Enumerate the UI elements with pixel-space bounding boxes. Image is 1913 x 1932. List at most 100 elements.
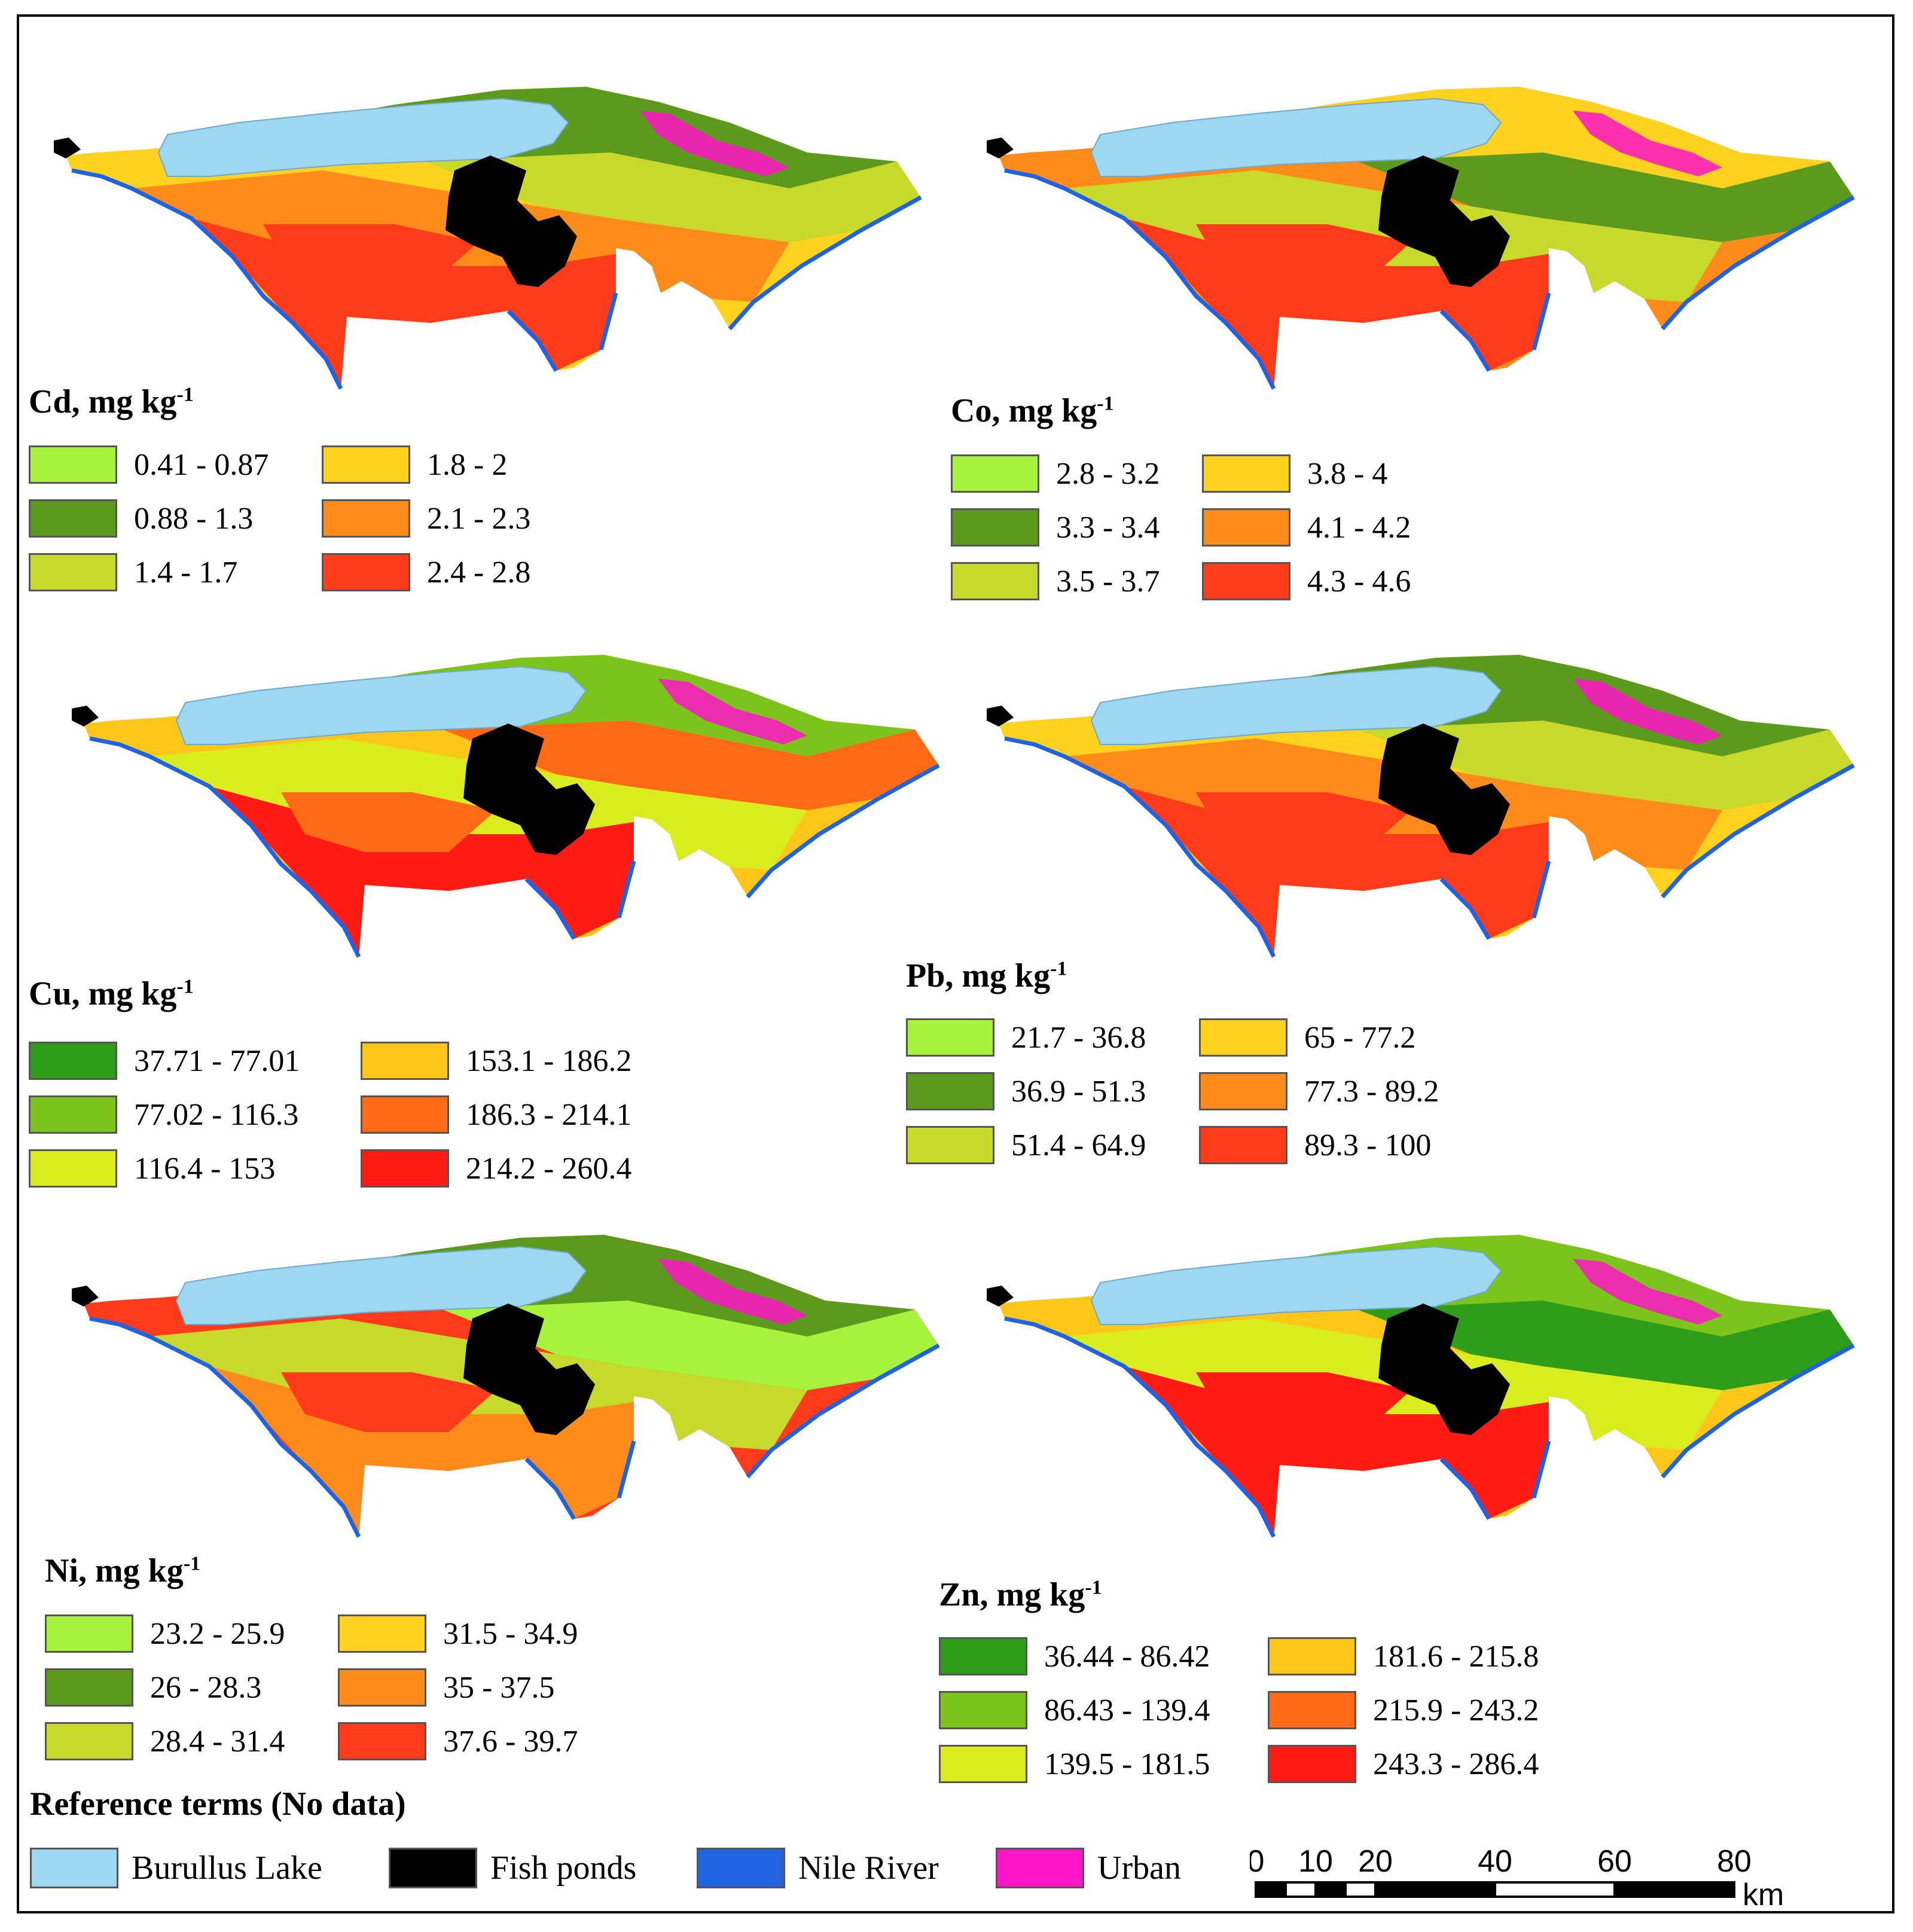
map-title-cu: Cu, mg kg-1 [29,975,194,1012]
map-urban-area [1573,1259,1722,1324]
legend-swatch [361,1095,449,1134]
legend-swatch [322,445,410,484]
legend-label: 86.43 - 139.4 [1044,1693,1210,1727]
legend-label: 4.3 - 4.6 [1307,564,1411,599]
legend-swatch [29,445,117,484]
reference-swatch [697,1848,785,1888]
map-zone-c [443,1301,939,1390]
map-fish-ponds [463,724,595,855]
legend-label: 26 - 28.3 [150,1670,262,1705]
legend-swatch [338,1614,426,1653]
legend-label: 35 - 37.5 [443,1670,555,1705]
map-title-co: Co, mg kg-1 [951,392,1114,429]
legend-label: 1.8 - 2 [427,447,508,482]
legend-label: 37.6 - 39.7 [443,1724,578,1759]
legend-swatch [1268,1637,1356,1675]
map-zone-f [1196,224,1411,284]
legend-item: 2.4 - 2.8 [322,553,530,591]
legend-swatch [906,1018,994,1057]
legend-item: 77.3 - 89.2 [1199,1072,1439,1110]
map-co [987,87,1855,390]
map-burullus-lake [157,97,569,177]
legend-label: 23.2 - 25.9 [150,1616,285,1651]
reference-label: Nile River [798,1849,939,1887]
legend-swatch [1268,1745,1356,1783]
legend-swatch [1202,562,1290,600]
legend-label: 1.4 - 1.7 [134,555,238,590]
legend-item: 153.1 - 186.2 [361,1042,631,1080]
legend-item: 36.44 - 86.42 [939,1637,1210,1675]
legend-swatch [322,553,410,591]
legend-swatch [45,1614,133,1653]
legend-item: 0.41 - 0.87 [29,445,269,484]
legend-swatch [1202,454,1290,493]
legend-label: 3.3 - 3.4 [1056,510,1160,545]
map-burullus-lake [1090,1246,1502,1325]
reference-swatch [389,1848,477,1888]
map-urban-area [658,1259,807,1324]
reference-swatch [30,1848,118,1888]
legend-swatch [1202,508,1290,547]
legend-item: 65 - 77.2 [1199,1018,1415,1057]
reference-item-burullus-lake: Burullus Lake [30,1848,322,1888]
map-urban-area [1573,111,1722,176]
legend-swatch [338,1668,426,1707]
legend-item: 28.4 - 31.4 [45,1722,285,1760]
legend-item: 1.4 - 1.7 [29,553,237,591]
legend-swatch [1199,1126,1287,1164]
reference-item-nile-river: Nile River [697,1848,939,1888]
legend-label: 2.1 - 2.3 [427,501,531,536]
map-zn-layers [987,1235,1855,1538]
legend-swatch [1199,1072,1287,1110]
legend-item: 37.6 - 39.7 [338,1722,578,1760]
map-fish-ponds [446,155,577,287]
map-fish-ponds [463,1304,595,1435]
map-burullus-lake [1090,97,1502,177]
legend-label: 36.44 - 86.42 [1044,1639,1210,1674]
map-zone-f [1196,1372,1411,1432]
map-zone-c [443,721,939,810]
legend-label: 65 - 77.2 [1304,1020,1416,1055]
map-cd [54,87,922,390]
map-zone-c [1357,1301,1854,1390]
legend-label: 77.02 - 116.3 [134,1097,299,1132]
map-title-ni: Ni, mg kg-1 [45,1552,201,1589]
scale-tick-label: 20 [1358,1848,1393,1879]
reference-item-fish-ponds: Fish ponds [389,1848,636,1888]
legend-item: 3.3 - 3.4 [951,508,1160,547]
legend-label: 51.4 - 64.9 [1011,1128,1146,1162]
legend-label: 214.2 - 260.4 [466,1151,632,1186]
legend-item: 86.43 - 139.4 [939,1691,1210,1729]
map-ni [72,1235,940,1538]
legend-swatch [939,1745,1027,1783]
legend-item: 37.71 - 77.01 [29,1042,300,1080]
legend-swatch [29,1042,117,1080]
map-nile-river [89,1316,940,1538]
map-zone-c [1357,152,1854,242]
scale-segment [1494,1881,1616,1898]
map-nile-river [1004,1316,1855,1538]
legend-item: 215.9 - 243.2 [1268,1691,1539,1729]
legend-label: 181.6 - 215.8 [1373,1639,1539,1674]
scale-tick-label: 80 [1717,1848,1752,1879]
legend-swatch [951,508,1039,547]
legend-swatch [29,1149,117,1188]
scale-segment [1255,1881,1287,1898]
legend-item: 2.8 - 3.2 [951,454,1160,493]
scale-segment [1285,1881,1317,1898]
legend-swatch [1199,1018,1287,1057]
legend-swatch [1268,1691,1356,1729]
map-pb [987,655,1855,958]
legend-swatch [45,1722,133,1760]
legend-swatch [338,1722,426,1760]
legend-label: 3.5 - 3.7 [1056,564,1160,599]
scale-unit-label: km [1743,1878,1784,1912]
figure-frame [17,14,1894,1913]
legend-swatch [939,1691,1027,1729]
map-burullus-lake [175,666,587,745]
legend-label: 153.1 - 186.2 [466,1043,632,1078]
legend-swatch [322,499,410,538]
map-nile-river [1004,168,1855,390]
map-nile-river [1004,736,1855,958]
